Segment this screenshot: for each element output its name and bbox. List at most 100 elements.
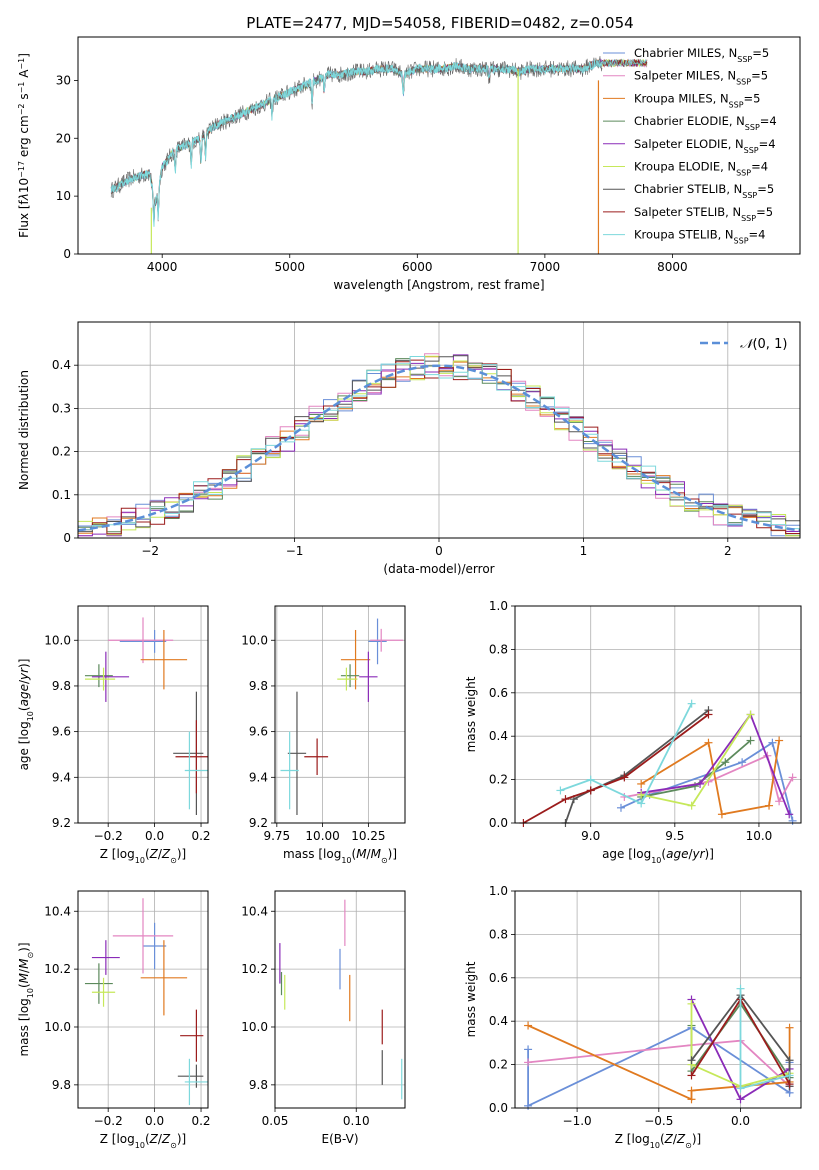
y-axis-label: age [log10(age/yr)] (17, 659, 35, 771)
y-axis-label: mass weight (464, 676, 478, 752)
y-tick-label: 10.0 (44, 1020, 71, 1034)
axes-frame (77, 605, 209, 824)
legend-label: Chabrier ELODIE, NSSP=4 (634, 114, 777, 132)
axes-frame (274, 605, 406, 824)
model-line-kroupa_stelib-top (110, 59, 603, 227)
errorbars-age_vs_mass (280, 618, 404, 816)
axes-frame (77, 36, 801, 255)
legend-label: Kroupa STELIB, NSSP=4 (634, 228, 765, 246)
x-tick-label: −1 (286, 544, 304, 558)
y-tick-label: 9.8 (249, 679, 268, 693)
model-line-salpeter_elodie (110, 58, 648, 225)
x-tick-label: 0.10 (343, 1114, 370, 1128)
x-tick-label: 10.0 (746, 829, 773, 843)
x-tick-label: −0.2 (94, 1114, 123, 1128)
weights-weight_vs_age (519, 699, 797, 827)
model-line-kroupa_elodie (111, 58, 648, 220)
y-tick-label: 9.4 (52, 770, 71, 784)
normal-curve (78, 364, 800, 532)
axes-spectrum: 4000 5000 6000 7000 8000 0 10 20 30 (56, 73, 688, 274)
y-axis-label: mass weight (464, 961, 478, 1037)
y-tick-label: 0 (63, 247, 71, 261)
y-tick-label: 0.1 (52, 488, 71, 502)
x-tick-label: 5000 (274, 260, 305, 274)
axes-frame (274, 890, 406, 1109)
x-tick-label: 0 (435, 544, 443, 558)
y-tick-label: 1.0 (489, 884, 508, 898)
residuals-legend: 𝒩(0, 1) (700, 337, 787, 352)
y-tick-label: 0.3 (52, 401, 71, 415)
y-tick-label: 1.0 (489, 599, 508, 613)
y-axis-label: Flux [fλ10−17 erg cm−2 s−1 A−1] (17, 53, 32, 238)
y-tick-label: 0.8 (489, 642, 508, 656)
axes-weight_vs_Z: −1.0 −0.5 0.0 0.0 0.2 0.4 0.6 0.8 1.0 (489, 884, 801, 1128)
x-tick-label: 6000 (402, 260, 433, 274)
y-tick-label: 9.8 (249, 1078, 268, 1092)
weight-line-kroupa_elodie (690, 1003, 790, 1088)
x-tick-label: −2 (141, 544, 159, 558)
y-tick-label: 10.4 (44, 904, 71, 918)
y-tick-label: 10.4 (241, 904, 268, 918)
x-tick-label: 7000 (530, 260, 561, 274)
weight-line-salpeter_miles (528, 1039, 791, 1087)
y-tick-label: 0.0 (489, 1101, 508, 1115)
x-tick-label: 2 (724, 544, 732, 558)
y-axis-label: Normed distribution (17, 370, 31, 490)
x-axis-label: wavelength [Angstrom, rest frame] (333, 278, 544, 292)
histogram-kroupa_stelib (78, 356, 800, 531)
y-tick-label: 0.6 (489, 971, 508, 985)
y-tick-label: 30 (56, 73, 71, 87)
x-tick-label: 0.0 (731, 1114, 750, 1128)
y-tick-label: 10.2 (241, 962, 268, 976)
weight-line-chabrier_stelib (564, 709, 710, 824)
x-axis-label: age [log10(age/yr)] (602, 847, 714, 865)
y-tick-label: 0.2 (52, 445, 71, 459)
model-line-salpeter_miles (110, 59, 647, 220)
legend-label: Kroupa ELODIE, NSSP=4 (634, 160, 768, 178)
x-tick-label: 9.5 (665, 829, 684, 843)
x-tick-label: 1 (580, 544, 588, 558)
x-axis-label: Z [log10(Z/Z⊙)] (100, 1132, 186, 1150)
y-tick-label: 0.2 (489, 1058, 508, 1072)
model-line-chabrier_elodie (110, 58, 648, 219)
x-axis-label: Z [log10(Z/Z⊙)] (615, 1132, 701, 1150)
axes-frame (514, 605, 802, 824)
axes-frame (514, 890, 802, 1109)
x-tick-label: 0.0 (145, 829, 164, 843)
x-tick-label: 0.05 (262, 1114, 289, 1128)
legend-label: Kroupa MILES, NSSP=5 (634, 91, 760, 109)
y-tick-label: 10.0 (241, 1020, 268, 1034)
y-tick-label: 0.2 (489, 773, 508, 787)
model-line-salpeter_stelib (110, 58, 648, 222)
y-tick-label: 0 (63, 531, 71, 545)
errorbars-mass_vs_Z (84, 898, 208, 1106)
weights-weight_vs_Z (524, 984, 794, 1110)
y-tick-label: 9.4 (249, 770, 268, 784)
y-tick-label: 0.4 (489, 1014, 508, 1028)
x-tick-label: 10.25 (351, 829, 385, 843)
x-axis-label: Z [log10(Z/Z⊙)] (100, 847, 186, 865)
x-axis-label: E(B-V) (321, 1132, 358, 1146)
y-tick-label: 10.0 (241, 633, 268, 647)
x-tick-label: 9.0 (581, 829, 600, 843)
weight-line-kroupa_stelib (560, 703, 693, 805)
y-tick-label: 9.6 (52, 725, 71, 739)
x-tick-label: 0.0 (145, 1114, 164, 1128)
y-tick-label: 9.8 (52, 1078, 71, 1092)
x-tick-label: −0.5 (644, 1114, 673, 1128)
model-line-chabrier_stelib (111, 59, 648, 224)
y-tick-label: 9.6 (249, 725, 268, 739)
y-axis-label: mass [log10(M/M⊙)] (17, 942, 35, 1056)
spectrum-models (110, 56, 648, 254)
x-tick-label: 10.00 (305, 829, 339, 843)
y-tick-label: 9.2 (52, 816, 71, 830)
axes-weight_vs_age: 9.0 9.5 10.0 0.0 0.2 0.4 0.6 0.8 1.0 (489, 599, 801, 843)
axes-mass_vs_ebv: 0.05 0.10 9.8 10.0 10.2 10.4 (241, 891, 405, 1128)
axes-frame (77, 321, 801, 539)
observed-spectrum-line (110, 56, 603, 225)
legend-label: Chabrier MILES, NSSP=5 (634, 46, 769, 64)
legend-label: Salpeter ELODIE, NSSP=4 (634, 137, 776, 155)
x-tick-label: 8000 (657, 260, 688, 274)
spectrum-legend: Chabrier MILES, NSSP=5 Salpeter MILES, NS… (603, 46, 777, 245)
